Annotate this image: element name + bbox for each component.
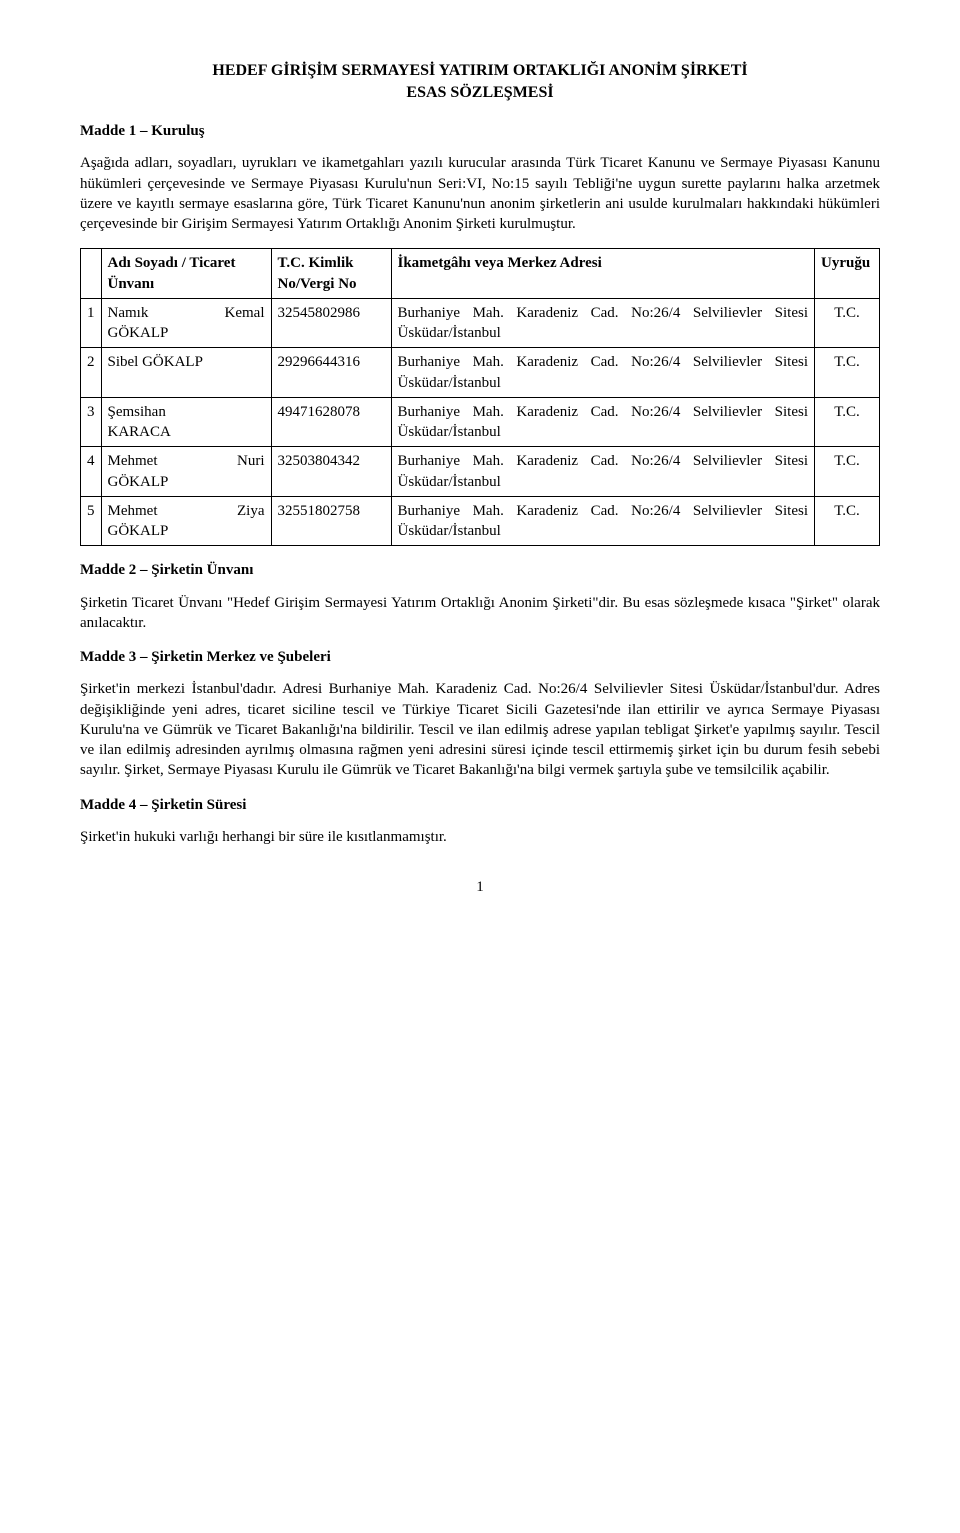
cell-tc: 32545802986 [271, 298, 391, 348]
madde3-heading: Madde 3 – Şirketin Merkez ve Şubeleri [80, 647, 880, 667]
madde4-heading: Madde 4 – Şirketin Süresi [80, 795, 880, 815]
table-row: 5MehmetZiyaGÖKALP32551802758Burhaniye Ma… [81, 496, 880, 546]
cell-address: Burhaniye Mah. Karadeniz Cad. No:26/4 Se… [391, 298, 815, 348]
page-number: 1 [80, 877, 880, 897]
table-row: 1NamıkKemalGÖKALP32545802986Burhaniye Ma… [81, 298, 880, 348]
madde1-paragraph: Aşağıda adları, soyadları, uyrukları ve … [80, 153, 880, 234]
cell-nationality: T.C. [815, 496, 880, 546]
madde1-heading: Madde 1 – Kuruluş [80, 121, 880, 141]
col-index [81, 249, 102, 299]
cell-nationality: T.C. [815, 397, 880, 447]
cell-index: 2 [81, 348, 102, 398]
founders-table: Adı Soyadı / Ticaret Ünvanı T.C. Kimlik … [80, 248, 880, 546]
col-addr: İkametgâhı veya Merkez Adresi [391, 249, 815, 299]
cell-nationality: T.C. [815, 447, 880, 497]
cell-nationality: T.C. [815, 298, 880, 348]
col-name: Adı Soyadı / Ticaret Ünvanı [101, 249, 271, 299]
madde3-paragraph: Şirket'in merkezi İstanbul'dadır. Adresi… [80, 679, 880, 780]
cell-address: Burhaniye Mah. Karadeniz Cad. No:26/4 Se… [391, 397, 815, 447]
cell-name: Sibel GÖKALP [101, 348, 271, 398]
title-line-1: HEDEF GİRİŞİM SERMAYESİ YATIRIM ORTAKLIĞ… [80, 60, 880, 82]
cell-index: 4 [81, 447, 102, 497]
madde2-paragraph: Şirketin Ticaret Ünvanı "Hedef Girişim S… [80, 593, 880, 634]
cell-index: 5 [81, 496, 102, 546]
table-row: 4MehmetNuriGÖKALP32503804342Burhaniye Ma… [81, 447, 880, 497]
table-header-row: Adı Soyadı / Ticaret Ünvanı T.C. Kimlik … [81, 249, 880, 299]
madde4-paragraph: Şirket'in hukuki varlığı herhangi bir sü… [80, 827, 880, 847]
cell-tc: 32503804342 [271, 447, 391, 497]
cell-tc: 49471628078 [271, 397, 391, 447]
table-row: 3ŞemsihanKARACA49471628078Burhaniye Mah.… [81, 397, 880, 447]
cell-name: MehmetZiyaGÖKALP [101, 496, 271, 546]
col-nat: Uyruğu [815, 249, 880, 299]
cell-tc: 29296644316 [271, 348, 391, 398]
col-tc: T.C. Kimlik No/Vergi No [271, 249, 391, 299]
cell-name: ŞemsihanKARACA [101, 397, 271, 447]
title-line-2: ESAS SÖZLEŞMESİ [80, 82, 880, 104]
cell-name: MehmetNuriGÖKALP [101, 447, 271, 497]
table-row: 2Sibel GÖKALP29296644316Burhaniye Mah. K… [81, 348, 880, 398]
cell-tc: 32551802758 [271, 496, 391, 546]
cell-address: Burhaniye Mah. Karadeniz Cad. No:26/4 Se… [391, 447, 815, 497]
cell-address: Burhaniye Mah. Karadeniz Cad. No:26/4 Se… [391, 496, 815, 546]
madde2-heading: Madde 2 – Şirketin Ünvanı [80, 560, 880, 580]
cell-address: Burhaniye Mah. Karadeniz Cad. No:26/4 Se… [391, 348, 815, 398]
cell-index: 1 [81, 298, 102, 348]
document-title: HEDEF GİRİŞİM SERMAYESİ YATIRIM ORTAKLIĞ… [80, 60, 880, 103]
cell-index: 3 [81, 397, 102, 447]
cell-nationality: T.C. [815, 348, 880, 398]
cell-name: NamıkKemalGÖKALP [101, 298, 271, 348]
